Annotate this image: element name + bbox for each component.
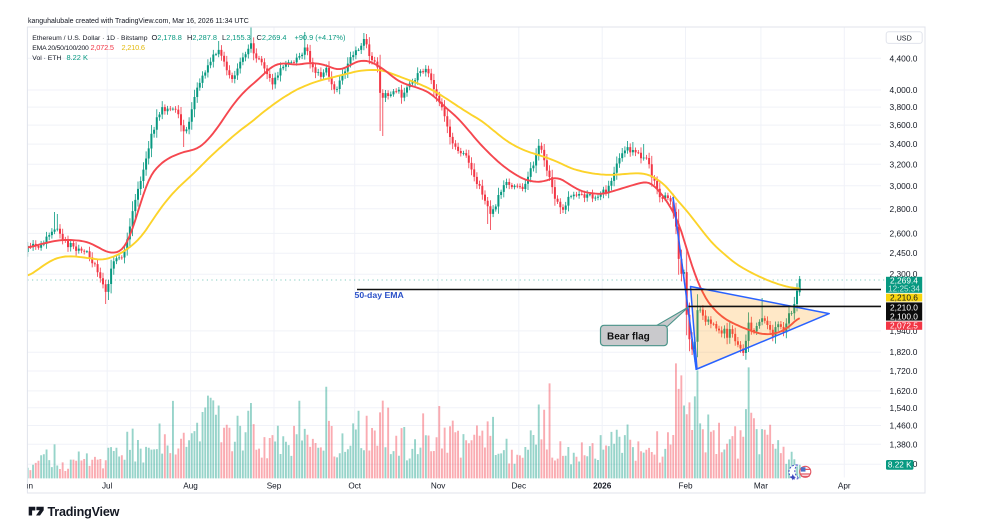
svg-text:Dec: Dec (512, 482, 527, 491)
svg-text:Jul: Jul (102, 482, 113, 491)
svg-text:3,200.0: 3,200.0 (890, 159, 918, 169)
svg-text:2,450.0: 2,450.0 (890, 248, 918, 258)
svg-text:Apr: Apr (838, 482, 851, 491)
svg-text:2026: 2026 (593, 482, 612, 491)
svg-text:4,400.0: 4,400.0 (890, 53, 918, 63)
svg-text:Jun: Jun (20, 482, 34, 491)
svg-text:Ethereum / U.S. Dollar · 1D ·: Ethereum / U.S. Dollar · 1D · Bitstamp O2… (32, 33, 345, 42)
svg-text:12:25:34: 12:25:34 (888, 284, 920, 293)
svg-text:2,600.0: 2,600.0 (890, 228, 918, 238)
svg-text:2,210.0: 2,210.0 (890, 303, 918, 313)
svg-text:Aug: Aug (183, 482, 198, 491)
svg-text:2,800.0: 2,800.0 (890, 204, 918, 214)
svg-text:3,800.0: 3,800.0 (890, 102, 918, 112)
svg-text:8.22 K: 8.22 K (888, 460, 912, 469)
svg-text:Feb: Feb (678, 482, 693, 491)
svg-text:Nov: Nov (431, 482, 446, 491)
svg-text:Mar: Mar (754, 482, 768, 491)
svg-text:2,072.5: 2,072.5 (890, 321, 918, 331)
svg-text:4,000.0: 4,000.0 (890, 85, 918, 95)
svg-text:3,400.0: 3,400.0 (890, 139, 918, 149)
svg-text:Sep: Sep (267, 482, 282, 491)
svg-text:2,100.0: 2,100.0 (890, 311, 918, 321)
svg-text:1,940.0: 1,940.0 (890, 326, 918, 336)
svg-text:1,720.0: 1,720.0 (890, 366, 918, 376)
svg-text:2,269.4: 2,269.4 (890, 276, 918, 286)
svg-text:1,620.0: 1,620.0 (890, 386, 918, 396)
svg-text:3,000.0: 3,000.0 (890, 181, 918, 191)
svg-text:Bear flag: Bear flag (607, 332, 650, 343)
svg-text:3,600.0: 3,600.0 (890, 120, 918, 130)
svg-text:Oct: Oct (348, 482, 361, 491)
svg-text:USD: USD (897, 34, 912, 43)
svg-text:2,300.0: 2,300.0 (890, 269, 918, 279)
svg-text:1,460.0: 1,460.0 (890, 421, 918, 431)
svg-text:1,380.0: 1,380.0 (890, 439, 918, 449)
svg-text:2,210.6: 2,210.6 (890, 292, 918, 302)
svg-text:TradingView: TradingView (48, 505, 120, 519)
svg-text:1,820.0: 1,820.0 (890, 347, 918, 357)
svg-text:1,540.0: 1,540.0 (890, 403, 918, 413)
svg-text:50-day EMA: 50-day EMA (355, 290, 405, 300)
svg-text:kanguhalubale created with Tra: kanguhalubale created with TradingView.c… (28, 18, 249, 25)
